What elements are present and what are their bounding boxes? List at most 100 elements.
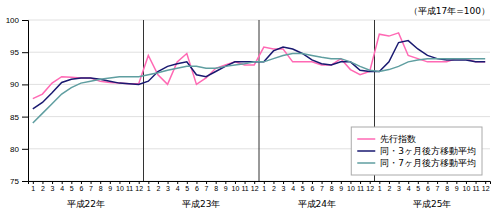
- x-tick: 3: [397, 181, 401, 192]
- tick-mark: [206, 181, 207, 184]
- tick-mark: [148, 181, 149, 184]
- tick-mark: [322, 181, 323, 184]
- tick-label: 12: [251, 185, 259, 192]
- tick-mark: [81, 181, 82, 184]
- tick-label: 3: [282, 185, 286, 192]
- tick-label: 2: [272, 185, 276, 192]
- x-tick: 10: [232, 181, 240, 192]
- y-tick: 75: [10, 177, 28, 186]
- tick-mark: [399, 181, 400, 184]
- x-tick: 5: [301, 181, 305, 192]
- plot: 7580859095100123456789101112123456789101…: [6, 6, 491, 209]
- x-tick: 2: [387, 181, 391, 192]
- tick-mark: [22, 84, 28, 85]
- x-tick: 12: [251, 181, 259, 192]
- tick-label: 11: [126, 185, 133, 192]
- y-tick: 80: [10, 145, 28, 154]
- tick-label: 4: [407, 185, 411, 192]
- x-tick: 6: [310, 181, 314, 192]
- tick-label: 11: [472, 185, 479, 192]
- x-tick: 10: [116, 181, 124, 192]
- x-tick: 12: [482, 181, 490, 192]
- tick-label: 6: [310, 185, 314, 192]
- x-tick: 1: [262, 181, 266, 192]
- tick-label: 7: [205, 185, 209, 192]
- x-tick: 3: [51, 181, 55, 192]
- x-tick: 7: [205, 181, 209, 192]
- tick-label: 2: [156, 185, 160, 192]
- x-tick: 11: [357, 181, 364, 192]
- tick-mark: [273, 181, 274, 184]
- axis-line: [22, 21, 29, 182]
- tick-label: 6: [79, 185, 83, 192]
- tick-label: 1: [31, 185, 35, 192]
- x-tick: 5: [70, 181, 74, 192]
- tick-label: 90: [10, 80, 19, 89]
- lines: [33, 33, 485, 123]
- tick-label: 10: [463, 185, 471, 192]
- tick-mark: [196, 181, 197, 184]
- y-tick: 95: [10, 48, 28, 57]
- x-tick: 11: [241, 181, 248, 192]
- tick-label: 7: [436, 185, 440, 192]
- tick-mark: [476, 181, 477, 184]
- tick-mark: [158, 181, 159, 184]
- x-tick: 1: [147, 181, 151, 192]
- tick-mark: [100, 181, 101, 184]
- legend-swatch: [357, 150, 375, 152]
- tick-label: 80: [10, 145, 19, 154]
- tick-label: 12: [135, 185, 143, 192]
- tick-mark: [331, 181, 332, 184]
- series-line: [33, 53, 485, 123]
- x-tick: 3: [166, 181, 170, 192]
- x-tick: 11: [126, 181, 133, 192]
- x-tick: 11: [472, 181, 479, 192]
- tick-mark: [427, 181, 428, 184]
- tick-mark: [389, 181, 390, 184]
- tick-label: 100: [6, 16, 20, 25]
- tick-label: 8: [330, 185, 334, 192]
- legend: 先行指数同・3ヶ月後方移動平均同・7ヶ月後方移動平均: [351, 127, 482, 175]
- x-tick: 12: [135, 181, 143, 192]
- x-tick: 9: [108, 181, 112, 192]
- x-tick: 5: [185, 181, 189, 192]
- x-tick: 8: [214, 181, 218, 192]
- tick-mark: [379, 181, 380, 184]
- legend-box: [351, 127, 482, 175]
- tick-mark: [62, 181, 63, 184]
- y-tick: 100: [6, 16, 28, 25]
- year-separator: [259, 20, 260, 181]
- tick-label: 5: [70, 185, 74, 192]
- legend-label: 同・7ヶ月後方移動平均: [380, 158, 476, 168]
- chart: 7580859095100123456789101112123456789101…: [0, 0, 500, 215]
- tick-mark: [52, 181, 53, 184]
- axis-line: [29, 182, 491, 185]
- legend-swatch: [357, 138, 375, 140]
- tick-label: 12: [366, 185, 374, 192]
- tick-label: 10: [347, 185, 355, 192]
- tick-mark: [91, 181, 92, 184]
- x-tick: 6: [426, 181, 430, 192]
- year-label: 平成23年: [182, 199, 220, 209]
- tick-label: 9: [455, 185, 459, 192]
- x-tick: 8: [445, 181, 449, 192]
- tick-label: 11: [357, 185, 364, 192]
- x-tick: 6: [79, 181, 83, 192]
- tick-mark: [22, 117, 28, 118]
- tick-label: 12: [482, 185, 490, 192]
- tick-label: 5: [185, 185, 189, 192]
- tick-mark: [177, 181, 178, 184]
- grid: [28, 20, 490, 181]
- tick-mark: [456, 181, 457, 184]
- tick-label: 5: [301, 185, 305, 192]
- tick-label: 4: [60, 185, 64, 192]
- tick-label: 10: [232, 185, 240, 192]
- tick-mark: [119, 181, 120, 184]
- y-axis: 7580859095100: [6, 16, 29, 186]
- tick-mark: [22, 149, 28, 150]
- tick-label: 8: [445, 185, 449, 192]
- legend-label: 先行指数: [380, 134, 416, 144]
- tick-mark: [235, 181, 236, 184]
- tick-mark: [418, 181, 419, 184]
- tick-mark: [22, 52, 28, 53]
